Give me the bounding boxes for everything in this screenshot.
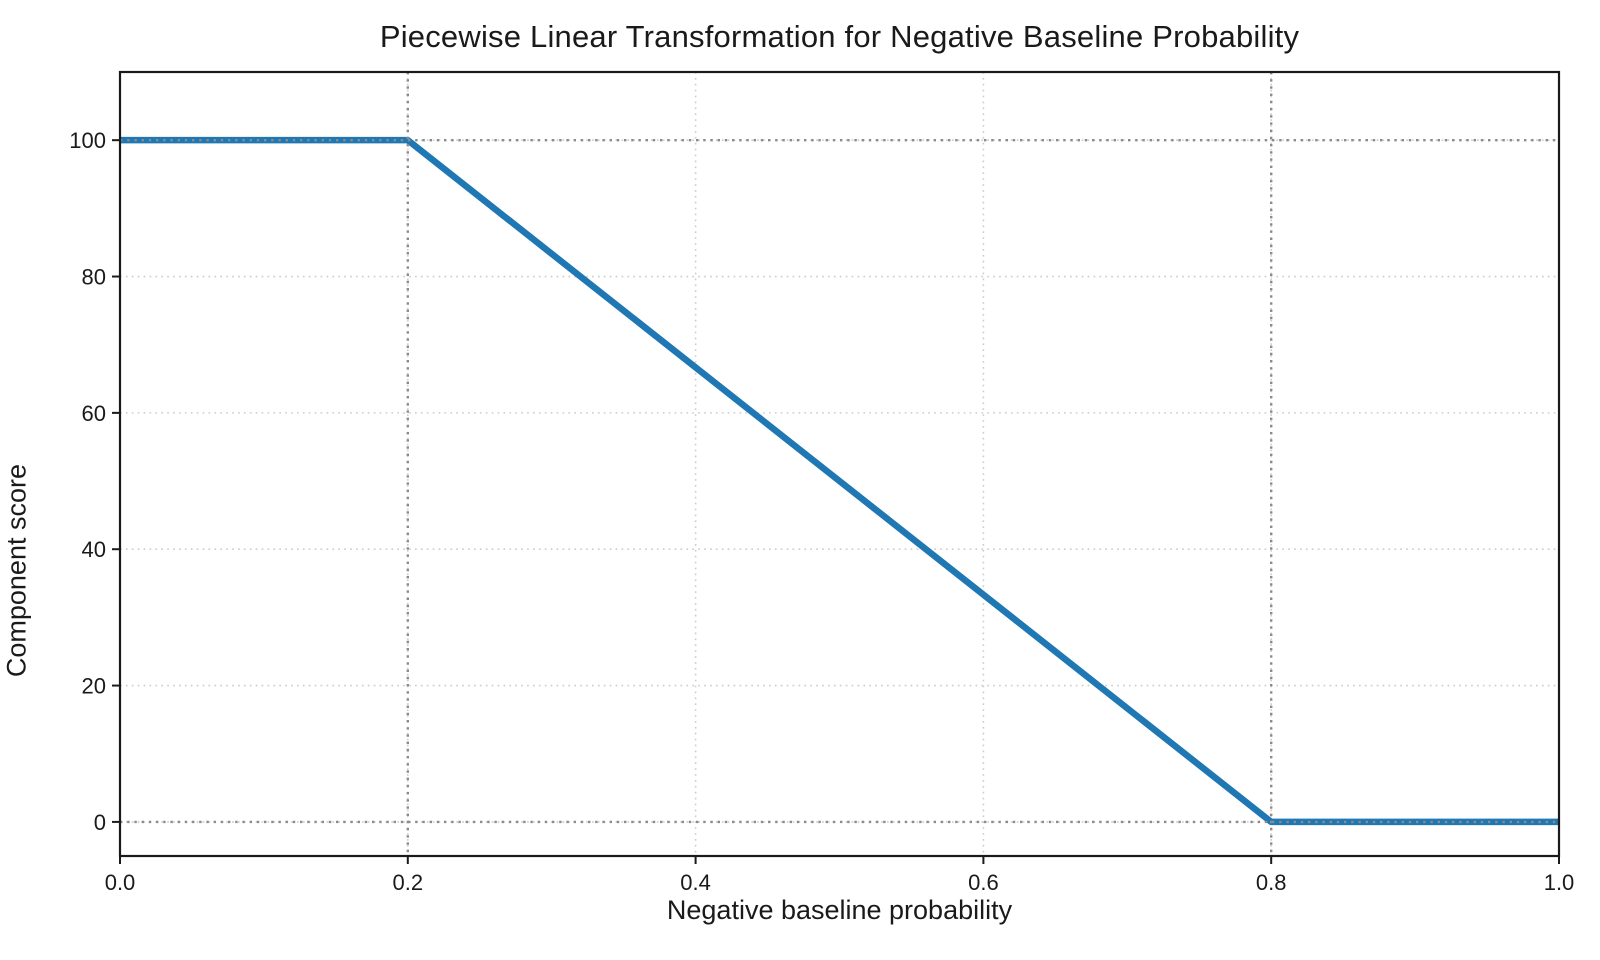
x-tick-label: 0.2: [393, 870, 424, 895]
y-tick-label: 80: [82, 265, 106, 290]
x-tick-label: 0.6: [968, 870, 999, 895]
y-tick-label: 60: [82, 401, 106, 426]
y-axis-label-text: Component score: [1, 464, 31, 678]
y-tick-label: 20: [82, 674, 106, 699]
x-tick-label: 0.8: [1256, 870, 1287, 895]
x-tick-label: 0.0: [105, 870, 136, 895]
x-tick-label: 1.0: [1544, 870, 1575, 895]
x-tick-label: 0.4: [680, 870, 711, 895]
x-axis-label: Negative baseline probability: [666, 895, 1013, 925]
series-line-component_score: [120, 136, 1559, 826]
plot-border: [118, 70, 1561, 858]
y-tick-label: 40: [82, 537, 106, 562]
y-tick-label: 0: [94, 810, 106, 835]
y-tick-label: 100: [69, 128, 106, 153]
chart-title: Piecewise Linear Transformation for Nega…: [379, 19, 1300, 54]
